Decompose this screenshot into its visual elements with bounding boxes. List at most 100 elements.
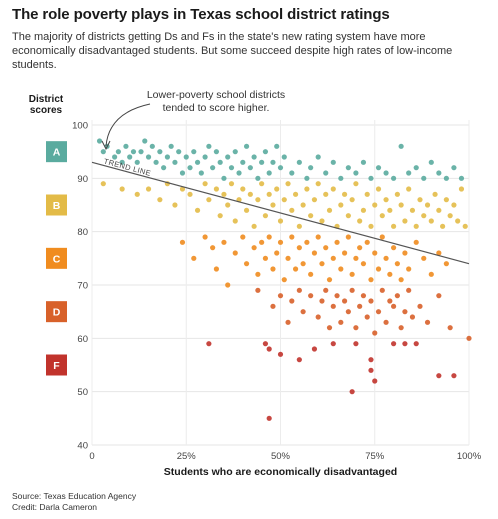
y-tick-label: 90 [77,174,88,185]
data-point [194,207,201,213]
data-point [383,197,389,203]
data-point [349,197,355,203]
data-point [296,287,302,293]
data-point [232,218,238,224]
data-point [255,197,261,203]
data-point [341,191,348,197]
trend-line-label: TREND LINE [103,157,152,178]
data-point [251,245,257,251]
x-tick-label: 50% [271,451,291,462]
data-point [213,186,220,192]
data-point [440,223,446,229]
data-point [421,175,427,181]
data-point [210,245,216,251]
data-point [323,170,329,176]
data-point [277,218,284,224]
data-point [183,154,189,160]
data-point [308,293,314,299]
credit-line: Credit: Darla Cameron [12,502,98,512]
data-point [436,207,442,213]
data-point [308,165,314,171]
data-point [134,191,140,197]
x-tick-label: 100% [457,451,482,462]
data-point [266,415,272,421]
data-point [424,319,431,325]
data-point [259,239,265,245]
data-point [398,277,404,283]
data-point [225,202,231,208]
data-point [334,293,340,299]
data-point [255,175,261,181]
data-point [206,341,212,347]
data-point [251,223,257,229]
data-point [228,165,235,171]
data-point [436,293,442,299]
data-point [353,255,359,261]
data-point [281,197,287,203]
data-point [225,154,231,160]
data-point [206,197,212,203]
data-point [119,159,125,165]
data-point [372,330,378,336]
data-point [281,154,287,160]
data-point [292,266,299,272]
data-point [247,165,253,171]
data-point [296,245,302,251]
data-point [217,213,223,219]
data-point [255,287,261,293]
data-point [391,175,397,181]
data-point [353,341,359,347]
data-point [274,250,280,256]
data-point [338,202,344,208]
data-point [179,186,186,192]
data-point [353,181,359,187]
data-point [383,319,389,325]
data-point [402,218,408,224]
data-point [330,186,336,192]
x-axis-label: Students who are economically disadvanta… [163,466,398,478]
data-point [232,149,238,155]
data-point [270,159,276,165]
data-point [243,207,250,213]
data-point [315,234,321,240]
data-point [304,186,310,192]
data-point [432,191,438,197]
data-point [289,234,295,240]
data-point [149,143,155,149]
data-point [421,255,427,261]
data-point [262,341,269,347]
data-point [202,154,208,160]
data-point [266,234,272,240]
data-point [330,159,336,165]
data-point [179,239,186,245]
data-point [221,175,227,181]
grade-badge-label: F [53,360,60,372]
data-point [443,197,449,203]
data-point [330,255,336,261]
data-point [447,213,453,219]
data-point [243,261,250,267]
data-point [360,293,367,299]
data-point [436,373,442,379]
source-line: Source: Texas Education Agency [12,491,137,501]
data-point [138,149,144,155]
data-point [345,234,351,240]
data-point [387,271,393,277]
data-point [375,165,382,171]
y-tick-label: 100 [72,121,88,132]
y-tick-label: 50 [77,387,88,398]
data-point [360,159,367,165]
data-point [266,346,272,352]
data-point [270,266,276,272]
grade-badges: A B C D F [46,141,67,376]
data-point [345,165,351,171]
trend-line [91,161,470,265]
grade-badge-d [46,301,67,323]
data-point [406,170,412,176]
data-point [424,202,431,208]
data-point [164,154,170,160]
data-point [300,261,306,267]
data-point [277,239,284,245]
data-point [300,202,306,208]
data-point [277,351,284,357]
